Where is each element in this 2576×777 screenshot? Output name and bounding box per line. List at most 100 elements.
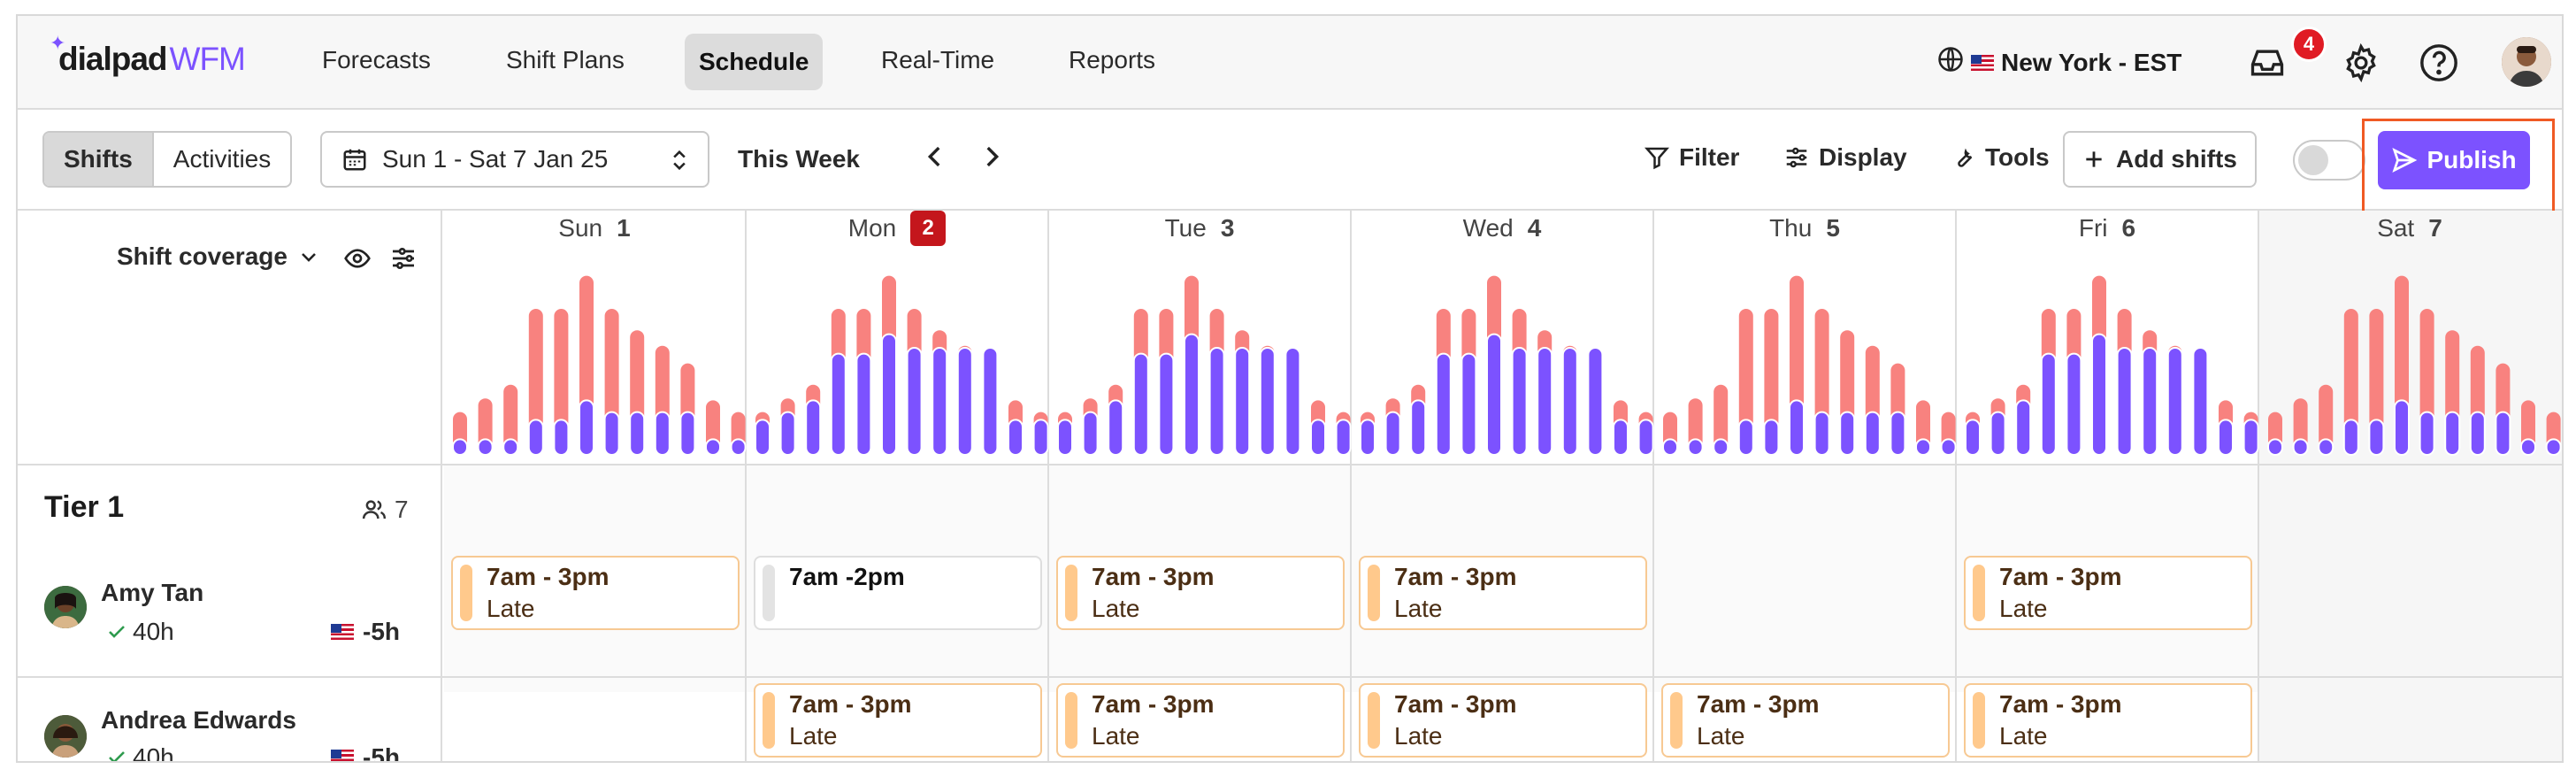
user-avatar[interactable] bbox=[2502, 37, 2551, 87]
publish-button[interactable]: Publish bbox=[2378, 131, 2530, 189]
nav-real-time[interactable]: Real-Time bbox=[881, 46, 995, 73]
gear-icon bbox=[2346, 43, 2376, 82]
required-coverage-bar bbox=[1764, 309, 1779, 455]
scheduled-coverage-bar bbox=[1310, 419, 1326, 456]
shift-color-indicator bbox=[1065, 692, 1077, 749]
nav-forecasts[interactable]: Forecasts bbox=[322, 46, 431, 73]
us-flag-icon bbox=[331, 750, 354, 761]
scheduled-coverage-bar bbox=[502, 438, 519, 456]
scheduled-coverage-bar bbox=[1637, 419, 1654, 456]
settings-button[interactable] bbox=[2337, 39, 2385, 87]
shift-block[interactable]: 7am - 3pm Late bbox=[754, 683, 1042, 758]
scheduled-coverage-bar bbox=[629, 411, 646, 457]
shift-block[interactable]: 7am - 3pm Late bbox=[1359, 556, 1647, 630]
day-number: 5 bbox=[1826, 214, 1840, 242]
tab-activities[interactable]: Activities bbox=[172, 145, 272, 173]
timezone-selector[interactable]: New York - EST bbox=[1937, 46, 2181, 79]
wrench-icon bbox=[1958, 148, 1973, 167]
shift-block[interactable]: 7am - 3pm Late bbox=[1661, 683, 1950, 758]
coverage-settings-button[interactable] bbox=[389, 244, 418, 277]
required-coverage-bar bbox=[1738, 309, 1753, 455]
shift-block[interactable]: 7am - 3pm Late bbox=[451, 556, 740, 630]
next-week-button[interactable] bbox=[977, 142, 1007, 176]
scheduled-coverage-bar bbox=[705, 438, 721, 456]
scheduled-coverage-bar bbox=[932, 347, 948, 456]
shift-block[interactable]: 7am -2pm bbox=[754, 556, 1042, 630]
scheduled-coverage-bar bbox=[1486, 333, 1502, 456]
shift-block[interactable]: 7am - 3pm Late bbox=[1964, 556, 2252, 630]
check-icon bbox=[109, 751, 125, 761]
shift-block[interactable]: 7am - 3pm Late bbox=[1359, 683, 1647, 758]
day-header-sat: Sat 7 bbox=[2259, 211, 2560, 246]
required-coverage-bar bbox=[2343, 309, 2358, 455]
filter-button[interactable]: Filter bbox=[1644, 143, 1739, 172]
scheduled-coverage-bar bbox=[2520, 438, 2536, 456]
scheduled-coverage-bar bbox=[603, 411, 620, 457]
inbox-button[interactable] bbox=[2243, 39, 2291, 87]
person-name: Amy Tan bbox=[101, 579, 204, 606]
shift-time: 7am - 3pm bbox=[789, 690, 912, 718]
display-button[interactable]: Display bbox=[1783, 143, 1907, 172]
scheduled-coverage-bar bbox=[2142, 347, 2158, 456]
person-row-header[interactable] bbox=[44, 586, 101, 628]
scheduled-coverage-bar bbox=[1132, 352, 1149, 456]
shift-block[interactable]: 7am - 3pm Late bbox=[1056, 683, 1345, 758]
person-timezone-offset: -5h bbox=[331, 743, 400, 763]
help-button[interactable] bbox=[2415, 39, 2463, 87]
sparkle-icon: ✦ bbox=[50, 32, 66, 54]
scheduled-coverage-bar bbox=[730, 438, 747, 456]
shift-block[interactable]: 7am - 3pm Late bbox=[1056, 556, 1345, 630]
offset-value: -5h bbox=[363, 618, 400, 645]
scheduled-coverage-bar bbox=[1410, 399, 1427, 456]
tab-shifts[interactable]: Shifts bbox=[44, 133, 154, 186]
required-coverage-bar bbox=[2369, 309, 2384, 455]
display-label: Display bbox=[1819, 143, 1907, 171]
visibility-toggle[interactable] bbox=[343, 244, 372, 277]
scheduled-coverage-bar bbox=[1561, 347, 1578, 456]
nav-reports[interactable]: Reports bbox=[1069, 46, 1156, 73]
row-divider bbox=[18, 464, 2562, 465]
date-range-picker[interactable]: Sun 1 - Sat 7 Jan 25 bbox=[320, 131, 709, 188]
left-panel: Shift coverage bbox=[18, 211, 442, 761]
previous-week-button[interactable] bbox=[920, 142, 950, 176]
tier-count-value: 7 bbox=[395, 496, 409, 523]
scheduled-coverage-bar bbox=[2545, 438, 2562, 456]
day-divider bbox=[1047, 211, 1049, 761]
shift-coverage-dropdown[interactable]: Shift coverage bbox=[117, 242, 319, 271]
offset-value: -5h bbox=[363, 743, 400, 763]
add-shifts-button[interactable]: Add shifts bbox=[2063, 131, 2257, 188]
scheduled-coverage-bar bbox=[2015, 399, 2032, 456]
timezone-label: New York - EST bbox=[2001, 48, 2182, 76]
day-name: Thu bbox=[1769, 214, 1813, 242]
users-icon bbox=[362, 500, 387, 519]
this-week-button[interactable]: This Week bbox=[738, 145, 860, 173]
toggle-switch[interactable] bbox=[2293, 140, 2365, 181]
day-header-sun: Sun 1 bbox=[444, 211, 745, 246]
day-divider bbox=[2258, 211, 2259, 761]
scheduled-coverage-bar bbox=[1789, 399, 1805, 456]
scheduled-coverage-bar bbox=[1662, 438, 1678, 456]
person-row-header[interactable] bbox=[44, 715, 101, 758]
scheduled-coverage-bar bbox=[1158, 352, 1175, 456]
scheduled-coverage-bar bbox=[1965, 419, 1981, 456]
scheduled-coverage-bar bbox=[1587, 347, 1604, 456]
inbox-icon bbox=[2250, 50, 2284, 76]
shift-time: 7am - 3pm bbox=[1394, 690, 1517, 718]
logo[interactable]: ✦ dialpad WFM bbox=[50, 32, 246, 81]
shift-type: Late bbox=[1394, 722, 1443, 750]
nav-shift-plans[interactable]: Shift Plans bbox=[506, 46, 625, 73]
scheduled-coverage-bar bbox=[2495, 411, 2511, 457]
shift-color-indicator bbox=[763, 565, 775, 621]
day-divider bbox=[1955, 211, 1957, 761]
scheduled-coverage-bar bbox=[1082, 411, 1099, 457]
scheduled-coverage-bar bbox=[1335, 419, 1352, 456]
day-number: 6 bbox=[2121, 214, 2136, 242]
day-divider bbox=[745, 211, 747, 761]
shift-block[interactable]: 7am - 3pm Late bbox=[1964, 683, 2252, 758]
shift-time: 7am - 3pm bbox=[1999, 690, 2122, 718]
tools-button[interactable]: Tools bbox=[1950, 143, 2050, 172]
scheduled-coverage-bar bbox=[779, 411, 796, 457]
scheduled-coverage-bar bbox=[881, 333, 897, 456]
nav-schedule[interactable]: Schedule bbox=[685, 34, 824, 90]
scheduled-coverage-bar bbox=[1108, 399, 1124, 456]
